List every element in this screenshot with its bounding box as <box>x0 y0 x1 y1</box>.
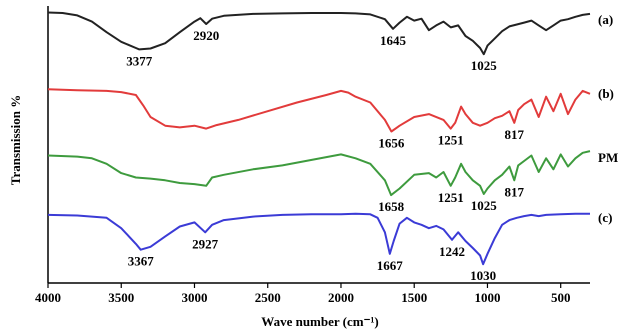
peak-label: 2920 <box>193 28 219 43</box>
x-ticks: 4000 3500 3000 2500 2000 1500 1000 500 <box>35 283 570 305</box>
peak-label: 1025 <box>471 58 498 73</box>
y-axis-title: Transmission % <box>8 95 23 185</box>
series-name-labels: (a) (b) PM (c) <box>598 12 618 225</box>
peak-labels: 3377 2920 1645 1025 1656 1251 817 1658 1251 1025 8… <box>126 28 524 283</box>
peak-label: 1242 <box>439 244 465 259</box>
x-axis-title: Wave number (cm⁻¹) <box>261 314 378 329</box>
peak-label: 1025 <box>471 198 498 213</box>
series-line-0 <box>47 11 591 56</box>
peak-label: 817 <box>505 127 525 142</box>
peak-label: 1251 <box>438 133 464 148</box>
peak-label: 1645 <box>380 33 407 48</box>
series-name-label: (b) <box>598 86 614 101</box>
peak-label: 1667 <box>377 258 404 273</box>
series-line-2 <box>47 150 591 197</box>
peak-label: 1658 <box>378 199 405 214</box>
series-line-1 <box>47 88 591 133</box>
axes <box>47 6 590 284</box>
peak-label: 817 <box>505 184 525 199</box>
x-tick-label: 3500 <box>108 290 134 305</box>
peak-label: 3377 <box>126 53 153 68</box>
x-tick-label: 1000 <box>474 290 500 305</box>
x-tick-label: 3000 <box>181 290 207 305</box>
peak-label: 1251 <box>438 190 464 205</box>
peak-label: 3367 <box>128 254 155 269</box>
x-tick-label: 1500 <box>401 290 427 305</box>
series-name-label: (a) <box>598 12 613 27</box>
x-tick-label: 2000 <box>328 290 354 305</box>
series-line-3 <box>47 212 590 266</box>
x-tick-label: 2500 <box>255 290 281 305</box>
peak-label: 2927 <box>192 236 219 251</box>
series-layer <box>47 11 591 266</box>
x-tick-label: 4000 <box>35 290 61 305</box>
series-name-label: PM <box>598 150 618 165</box>
peak-label: 1030 <box>470 268 496 283</box>
series-name-label: (c) <box>598 210 612 225</box>
peak-label: 1656 <box>378 136 405 151</box>
x-tick-label: 500 <box>551 290 571 305</box>
